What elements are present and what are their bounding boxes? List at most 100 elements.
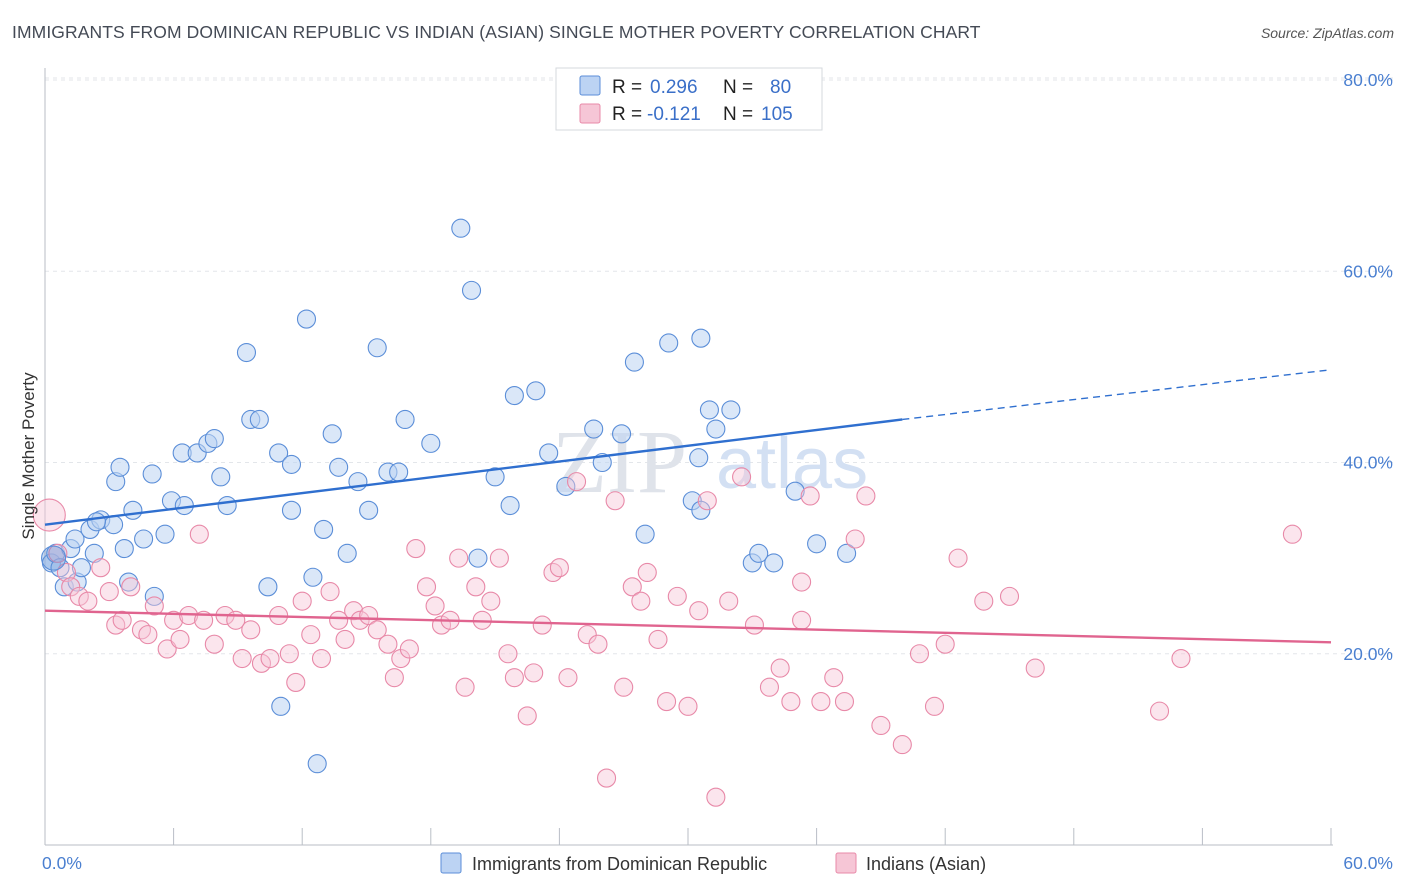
point-indian xyxy=(597,768,617,788)
trend-line-dominican xyxy=(44,418,903,526)
point-indian xyxy=(759,677,779,697)
point-dominican xyxy=(691,328,711,348)
point-dominican xyxy=(699,400,719,420)
point-dominican xyxy=(612,424,632,444)
point-indian xyxy=(78,591,98,611)
legend-r-label-2: R = xyxy=(612,104,642,125)
point-indian xyxy=(706,787,726,807)
point-indian xyxy=(121,577,141,597)
point-indian xyxy=(744,615,764,635)
y-tick-label: 60.0% xyxy=(1343,261,1393,281)
point-indian xyxy=(834,692,855,712)
point-indian xyxy=(892,735,912,755)
point-indian xyxy=(112,610,132,630)
point-indian xyxy=(241,620,261,640)
point-indian xyxy=(637,562,657,583)
point-indian xyxy=(845,529,865,549)
point-indian xyxy=(164,610,184,630)
point-dominican xyxy=(296,309,317,329)
point-dominican xyxy=(217,495,237,516)
legend-n-label-2: N = xyxy=(723,104,753,125)
point-dominican xyxy=(322,424,342,444)
point-dominican xyxy=(485,467,505,487)
point-dominican xyxy=(584,419,604,439)
point-indian xyxy=(588,634,608,654)
legend-n-value-2: 105 xyxy=(761,104,793,125)
point-indian xyxy=(1171,648,1191,669)
point-dominican xyxy=(119,572,139,592)
point-dominican xyxy=(659,333,679,353)
point-dominican xyxy=(41,545,67,571)
point-indian xyxy=(924,696,945,716)
point-indian xyxy=(498,644,518,664)
point-indian xyxy=(466,577,486,597)
point-indian xyxy=(48,543,68,563)
point-dominican xyxy=(269,443,289,463)
point-dominican xyxy=(281,454,302,474)
axes xyxy=(44,68,1333,846)
point-dominican xyxy=(271,696,291,716)
point-indian xyxy=(481,591,501,611)
point-dominican xyxy=(307,754,327,774)
point-indian xyxy=(800,486,820,506)
series-legend-swatch-pink xyxy=(835,852,857,874)
point-indian xyxy=(504,668,524,688)
point-dominican xyxy=(526,381,546,401)
point-indian xyxy=(406,539,426,559)
point-indian xyxy=(286,672,306,692)
point-dominican xyxy=(539,443,559,463)
point-dominican xyxy=(155,524,175,544)
series-legend-swatch-blue xyxy=(440,852,462,874)
point-dominican xyxy=(329,457,349,477)
legend-r-value-2: -0.121 xyxy=(647,104,701,125)
point-dominican xyxy=(500,495,520,516)
legend-swatch-blue xyxy=(579,75,601,96)
point-indian xyxy=(974,591,994,611)
point-indian xyxy=(667,586,687,606)
point-dominican xyxy=(114,539,134,559)
point-indian xyxy=(856,486,876,506)
point-dominican xyxy=(785,481,805,501)
x-tick-label-min: 0.0% xyxy=(42,853,82,873)
point-indian xyxy=(678,696,698,716)
point-dominican xyxy=(389,462,409,482)
legend-swatch-pink xyxy=(579,103,601,124)
point-dominican xyxy=(504,386,524,406)
point-dominican xyxy=(65,529,85,549)
point-dominican xyxy=(123,500,143,520)
point-indian xyxy=(622,577,642,597)
trend-line-dominican-extension xyxy=(902,369,1332,421)
point-dominican xyxy=(110,457,130,477)
point-indian xyxy=(99,582,119,602)
point-indian xyxy=(871,715,891,736)
point-dominican xyxy=(71,558,91,578)
point-indian xyxy=(251,653,272,673)
y-tick-label: 40.0% xyxy=(1343,453,1393,473)
point-dominican xyxy=(556,476,576,496)
point-dominican xyxy=(764,553,784,573)
point-indian xyxy=(811,692,831,712)
point-indian xyxy=(170,629,190,649)
point-indian xyxy=(367,620,387,640)
point-indian xyxy=(792,610,812,630)
point-dominican xyxy=(359,500,379,520)
point-dominican xyxy=(84,543,104,563)
point-dominican xyxy=(211,467,231,487)
point-dominican xyxy=(367,338,387,358)
point-indian xyxy=(577,625,597,645)
y-tick-label: 80.0% xyxy=(1343,70,1393,90)
point-indian xyxy=(1149,701,1170,721)
point-indian xyxy=(719,591,739,611)
point-indian xyxy=(416,577,437,597)
point-dominican xyxy=(691,500,711,520)
point-dominican xyxy=(144,586,164,606)
point-dominican xyxy=(635,524,655,544)
point-indian xyxy=(689,601,709,621)
point-dominican xyxy=(721,400,741,420)
point-indian xyxy=(189,524,209,544)
point-dominican xyxy=(749,543,769,563)
series-legend: Immigrants from Dominican Republic India… xyxy=(440,852,986,874)
x-ticks xyxy=(44,828,1332,845)
point-dominican xyxy=(104,515,124,535)
point-dominican xyxy=(174,495,194,516)
